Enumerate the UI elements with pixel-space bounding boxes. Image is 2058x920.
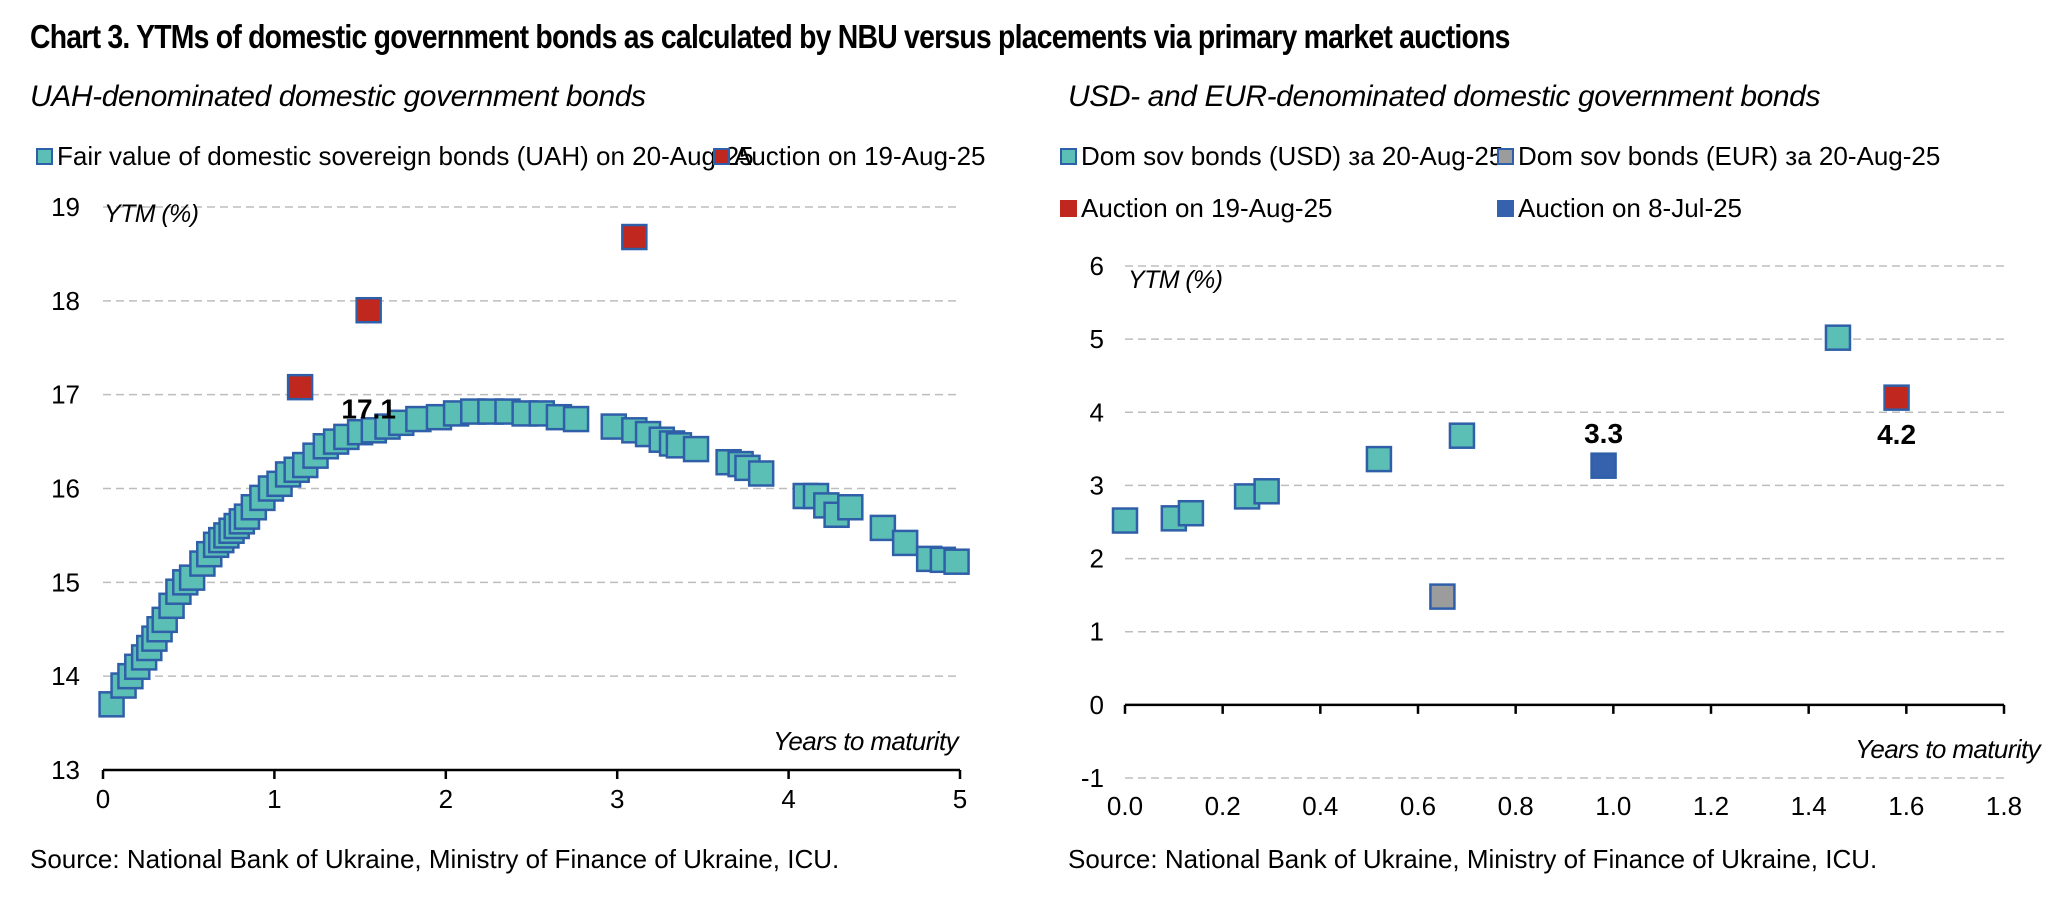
y-tick-label: 16 bbox=[51, 474, 80, 504]
x-tick-label: 1.6 bbox=[1888, 791, 1924, 821]
legend-right-auction-aug: Auction on 19-Aug-25 bbox=[1060, 193, 1333, 224]
legend-left-auction: Auction on 19-Aug-25 bbox=[713, 141, 986, 172]
data-label: 3.3 bbox=[1584, 418, 1623, 449]
legend-swatch-red bbox=[713, 148, 730, 165]
data-point-teal bbox=[891, 529, 919, 557]
y-axis-title: YTM (%) bbox=[104, 200, 198, 228]
data-point-teal bbox=[747, 460, 775, 487]
data-point-teal bbox=[1177, 499, 1205, 527]
y-tick-label: 5 bbox=[1090, 324, 1104, 354]
data-point-blue bbox=[1590, 452, 1617, 479]
x-tick-label: 1.0 bbox=[1595, 791, 1631, 821]
legend-label: Dom sov bonds (EUR) за 20-Aug-25 bbox=[1518, 141, 1941, 171]
data-point-teal bbox=[682, 435, 710, 463]
x-tick-label: 1.4 bbox=[1791, 791, 1827, 821]
data-point-red bbox=[286, 373, 314, 401]
legend-right-usd: Dom sov bonds (USD) за 20-Aug-25 bbox=[1060, 141, 1503, 172]
x-tick-label: 0.6 bbox=[1400, 791, 1436, 821]
legend-label: Auction on 8-Jul-25 bbox=[1518, 193, 1743, 223]
y-tick-label: 4 bbox=[1090, 397, 1104, 427]
y-tick-label: 15 bbox=[51, 567, 80, 597]
x-tick-label: 1.2 bbox=[1693, 791, 1729, 821]
page-title: Chart 3. YTMs of domestic government bon… bbox=[30, 18, 1510, 55]
data-label: 17.1 bbox=[341, 394, 396, 425]
legend-left-fair-value: Fair value of domestic sovereign bonds (… bbox=[36, 141, 754, 172]
legend-swatch-red bbox=[1060, 200, 1077, 217]
x-tick-label: 1.8 bbox=[1986, 791, 2022, 821]
left-chart-subtitle: UAH-denominated domestic government bond… bbox=[30, 80, 646, 113]
legend-label: Auction on 19-Aug-25 bbox=[1081, 193, 1333, 223]
x-tick-label: 1 bbox=[267, 784, 281, 814]
data-label: 4.2 bbox=[1877, 419, 1916, 450]
right-source-note: Source: National Bank of Ukraine, Minist… bbox=[1068, 844, 1878, 874]
legend-swatch-teal bbox=[1060, 148, 1077, 165]
x-tick-label: 0.4 bbox=[1302, 791, 1338, 821]
data-point-red bbox=[1883, 384, 1910, 411]
x-tick-label: 5 bbox=[953, 784, 967, 814]
data-point-red bbox=[621, 223, 648, 251]
y-tick-label: -1 bbox=[1081, 763, 1104, 793]
y-tick-label: 19 bbox=[51, 192, 80, 222]
y-tick-label: 18 bbox=[51, 286, 80, 316]
x-tick-label: 0.2 bbox=[1205, 791, 1241, 821]
data-point-gray bbox=[1429, 583, 1456, 610]
y-tick-label: 0 bbox=[1090, 690, 1104, 720]
data-point-teal bbox=[1111, 507, 1139, 534]
x-tick-label: 2 bbox=[439, 784, 453, 814]
legend-right-eur: Dom sov bonds (EUR) за 20-Aug-25 bbox=[1497, 141, 1940, 172]
y-tick-label: 3 bbox=[1090, 470, 1104, 500]
x-axis-title: Years to maturity bbox=[1855, 734, 2042, 764]
legend-right-auction-jul: Auction on 8-Jul-25 bbox=[1497, 193, 1742, 224]
y-axis-title: YTM (%) bbox=[1128, 266, 1222, 294]
y-tick-label: 17 bbox=[51, 380, 80, 410]
data-point-red bbox=[355, 296, 382, 324]
legend-swatch-teal bbox=[36, 148, 53, 165]
legend-swatch-blue bbox=[1497, 200, 1514, 217]
right-chart-subtitle: USD- and EUR-denominated domestic govern… bbox=[1068, 80, 1821, 113]
legend-label: Fair value of domestic sovereign bonds (… bbox=[57, 141, 754, 171]
data-point-teal bbox=[1365, 445, 1393, 473]
data-point-teal bbox=[1448, 422, 1476, 449]
x-tick-label: 0.8 bbox=[1498, 791, 1534, 821]
legend-label: Dom sov bonds (USD) за 20-Aug-25 bbox=[1081, 141, 1504, 171]
x-tick-label: 0 bbox=[96, 784, 110, 814]
y-tick-label: 14 bbox=[51, 661, 80, 691]
data-point-teal bbox=[869, 514, 897, 542]
x-axis-title: Years to maturity bbox=[773, 726, 960, 756]
left-source-note: Source: National Bank of Ukraine, Minist… bbox=[30, 844, 840, 874]
legend-label: Auction on 19-Aug-25 bbox=[734, 141, 986, 171]
x-tick-label: 3 bbox=[610, 784, 624, 814]
y-tick-label: 1 bbox=[1090, 617, 1104, 647]
data-point-teal bbox=[1824, 324, 1852, 351]
legend-swatch-gray bbox=[1497, 148, 1514, 165]
data-point-teal bbox=[943, 548, 970, 575]
data-point-teal bbox=[837, 494, 864, 521]
x-tick-label: 4 bbox=[781, 784, 795, 814]
data-point-teal bbox=[562, 405, 590, 433]
y-tick-label: 6 bbox=[1090, 251, 1104, 281]
data-point-teal bbox=[1253, 478, 1280, 505]
y-tick-label: 13 bbox=[51, 755, 80, 785]
y-tick-label: 2 bbox=[1090, 544, 1104, 574]
x-tick-label: 0.0 bbox=[1107, 791, 1143, 821]
